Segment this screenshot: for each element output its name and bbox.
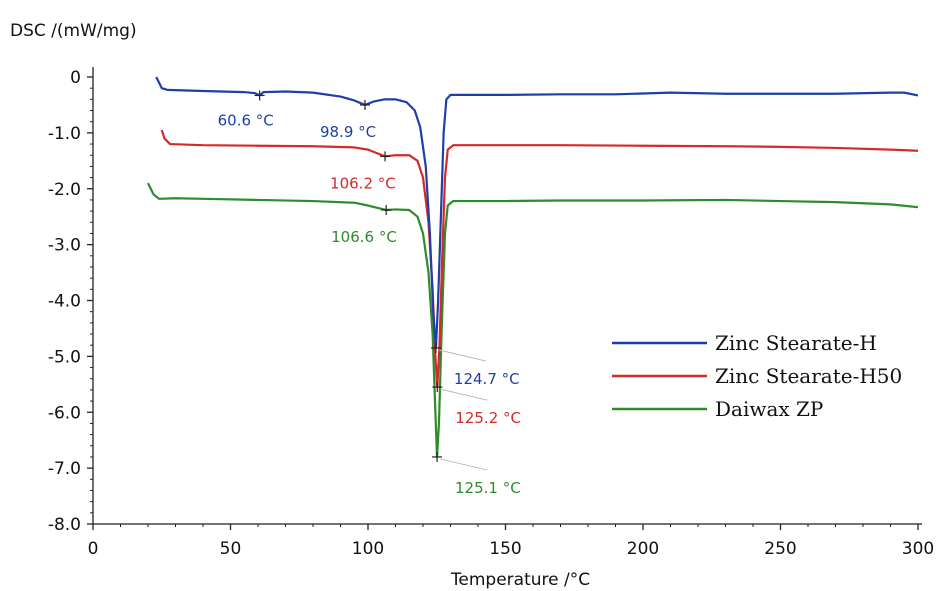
x-tick-label: 150: [489, 539, 521, 559]
leader-line: [438, 349, 487, 362]
x-tick-label: 50: [220, 539, 242, 559]
axes: [92, 67, 922, 525]
x-tick-label: 300: [902, 539, 934, 559]
leader-line: [440, 388, 488, 401]
legend-label: Daiwax ZP: [715, 397, 823, 421]
legend: Zinc Stearate-H Zinc Stearate-H50 Daiwax Z…: [612, 331, 902, 421]
legend-label: Zinc Stearate-H: [715, 331, 877, 355]
leader-line: [439, 458, 488, 471]
peak-label: 98.9 °C: [320, 123, 376, 141]
peak-label: 124.7 °C: [454, 370, 520, 388]
peak-label: 125.2 °C: [455, 409, 521, 427]
y-tick-label: -1.0: [48, 124, 81, 144]
legend-label: Zinc Stearate-H50: [715, 364, 902, 388]
x-tick-label: 250: [764, 539, 796, 559]
series-line-2: [147, 182, 919, 459]
annotations: 60.6 °C 98.9 °C 106.2 °C 106.6 °C 124.7 °C 12…: [218, 90, 521, 497]
peak-label: 106.6 °C: [331, 228, 397, 246]
y-tick-label: -8.0: [48, 515, 81, 535]
y-tick-label: -4.0: [48, 292, 81, 312]
peak-label: 106.2 °C: [330, 174, 396, 192]
x-ticks: 0 50 100 150 200 250 300: [88, 524, 934, 559]
y-tick-label: -6.0: [48, 403, 81, 423]
y-tick-label: -2.0: [48, 180, 81, 200]
x-axis-title: Temperature /°C: [450, 570, 590, 590]
peak-label: 125.1 °C: [455, 479, 521, 497]
y-tick-label: -3.0: [48, 236, 81, 256]
y-ticks: 0 -1.0 -2.0 -3.0 -4.0 -5.0 -6.0 -7.0 -8.0: [48, 68, 93, 535]
y-tick-label: 0: [70, 68, 81, 88]
y-tick-label: -5.0: [48, 347, 81, 367]
y-tick-label: -7.0: [48, 459, 81, 479]
y-axis-title: DSC /(mW/mg): [10, 21, 137, 41]
x-tick-label: 0: [88, 539, 99, 559]
peak-label: 60.6 °C: [218, 111, 274, 129]
x-tick-label: 100: [352, 539, 384, 559]
x-tick-label: 200: [627, 539, 659, 559]
